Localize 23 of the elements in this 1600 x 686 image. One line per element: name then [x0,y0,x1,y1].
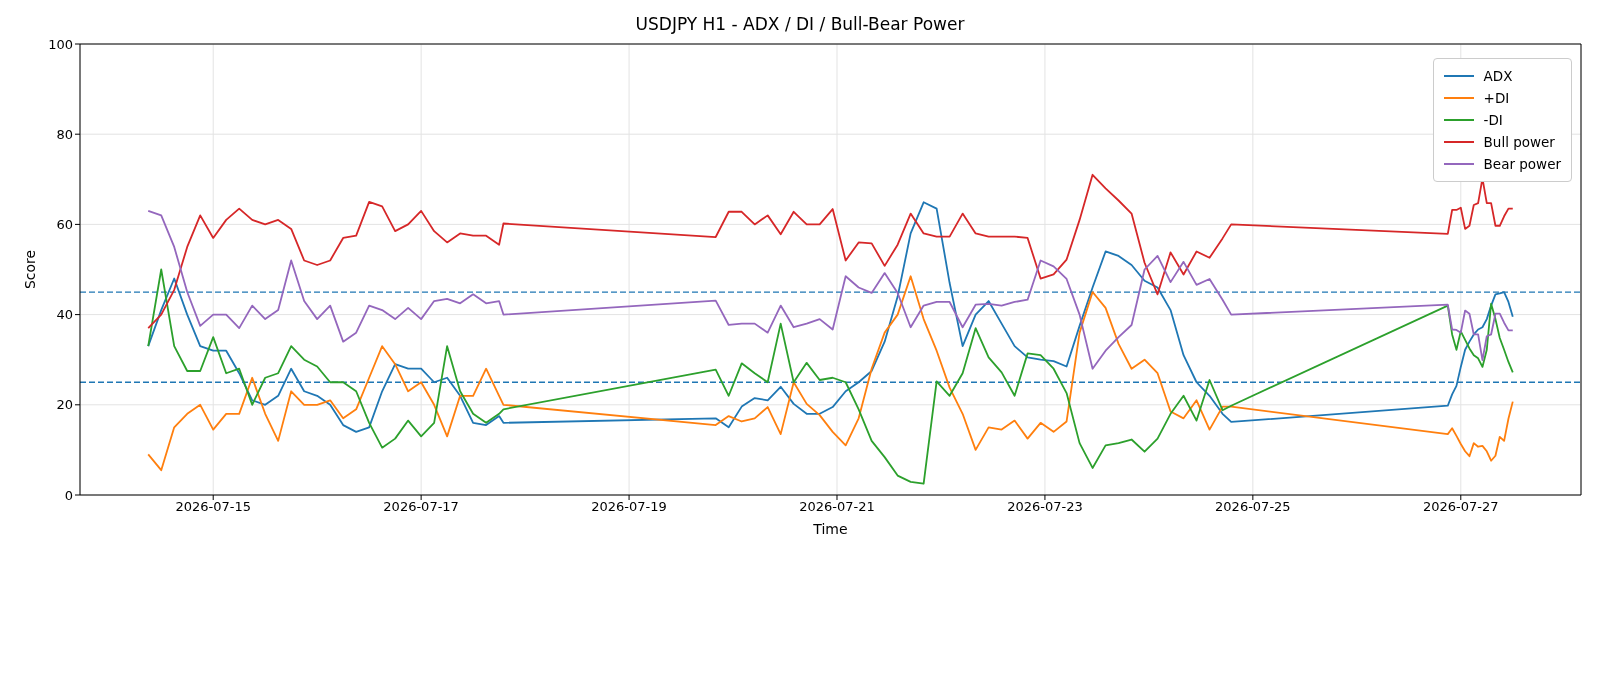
y-tick-label: 100 [48,36,73,52]
chart-title: USDJPY H1 - ADX / DI / Bull-Bear Power [634,14,966,34]
line-series [147,173,1514,330]
legend-label: Bear power [1483,156,1561,172]
x-tick-label: 2026-07-23 [1007,499,1083,515]
legend-label: ADX [1483,68,1513,84]
x-tick-label: 2026-07-17 [383,499,459,515]
y-tick-label: 40 [56,307,73,323]
y-tick-label: 0 [64,487,73,503]
y-axis-title: Score [21,249,38,290]
x-tick-label: 2026-07-25 [1215,499,1291,515]
x-tick-label: 2026-07-27 [1423,499,1499,515]
legend-label: +DI [1483,90,1510,106]
x-tick-label: 2026-07-21 [799,499,875,515]
y-tick-label: 80 [56,126,73,142]
legend-label: Bull power [1483,134,1555,150]
x-tick-label: 2026-07-19 [591,499,667,515]
line-series [147,209,1514,370]
y-tick-label: 20 [56,397,73,413]
x-axis-title: Time [812,521,848,537]
y-tick-label: 60 [56,217,73,233]
legend-label: -DI [1483,112,1503,128]
x-tick-label: 2026-07-15 [175,499,251,515]
